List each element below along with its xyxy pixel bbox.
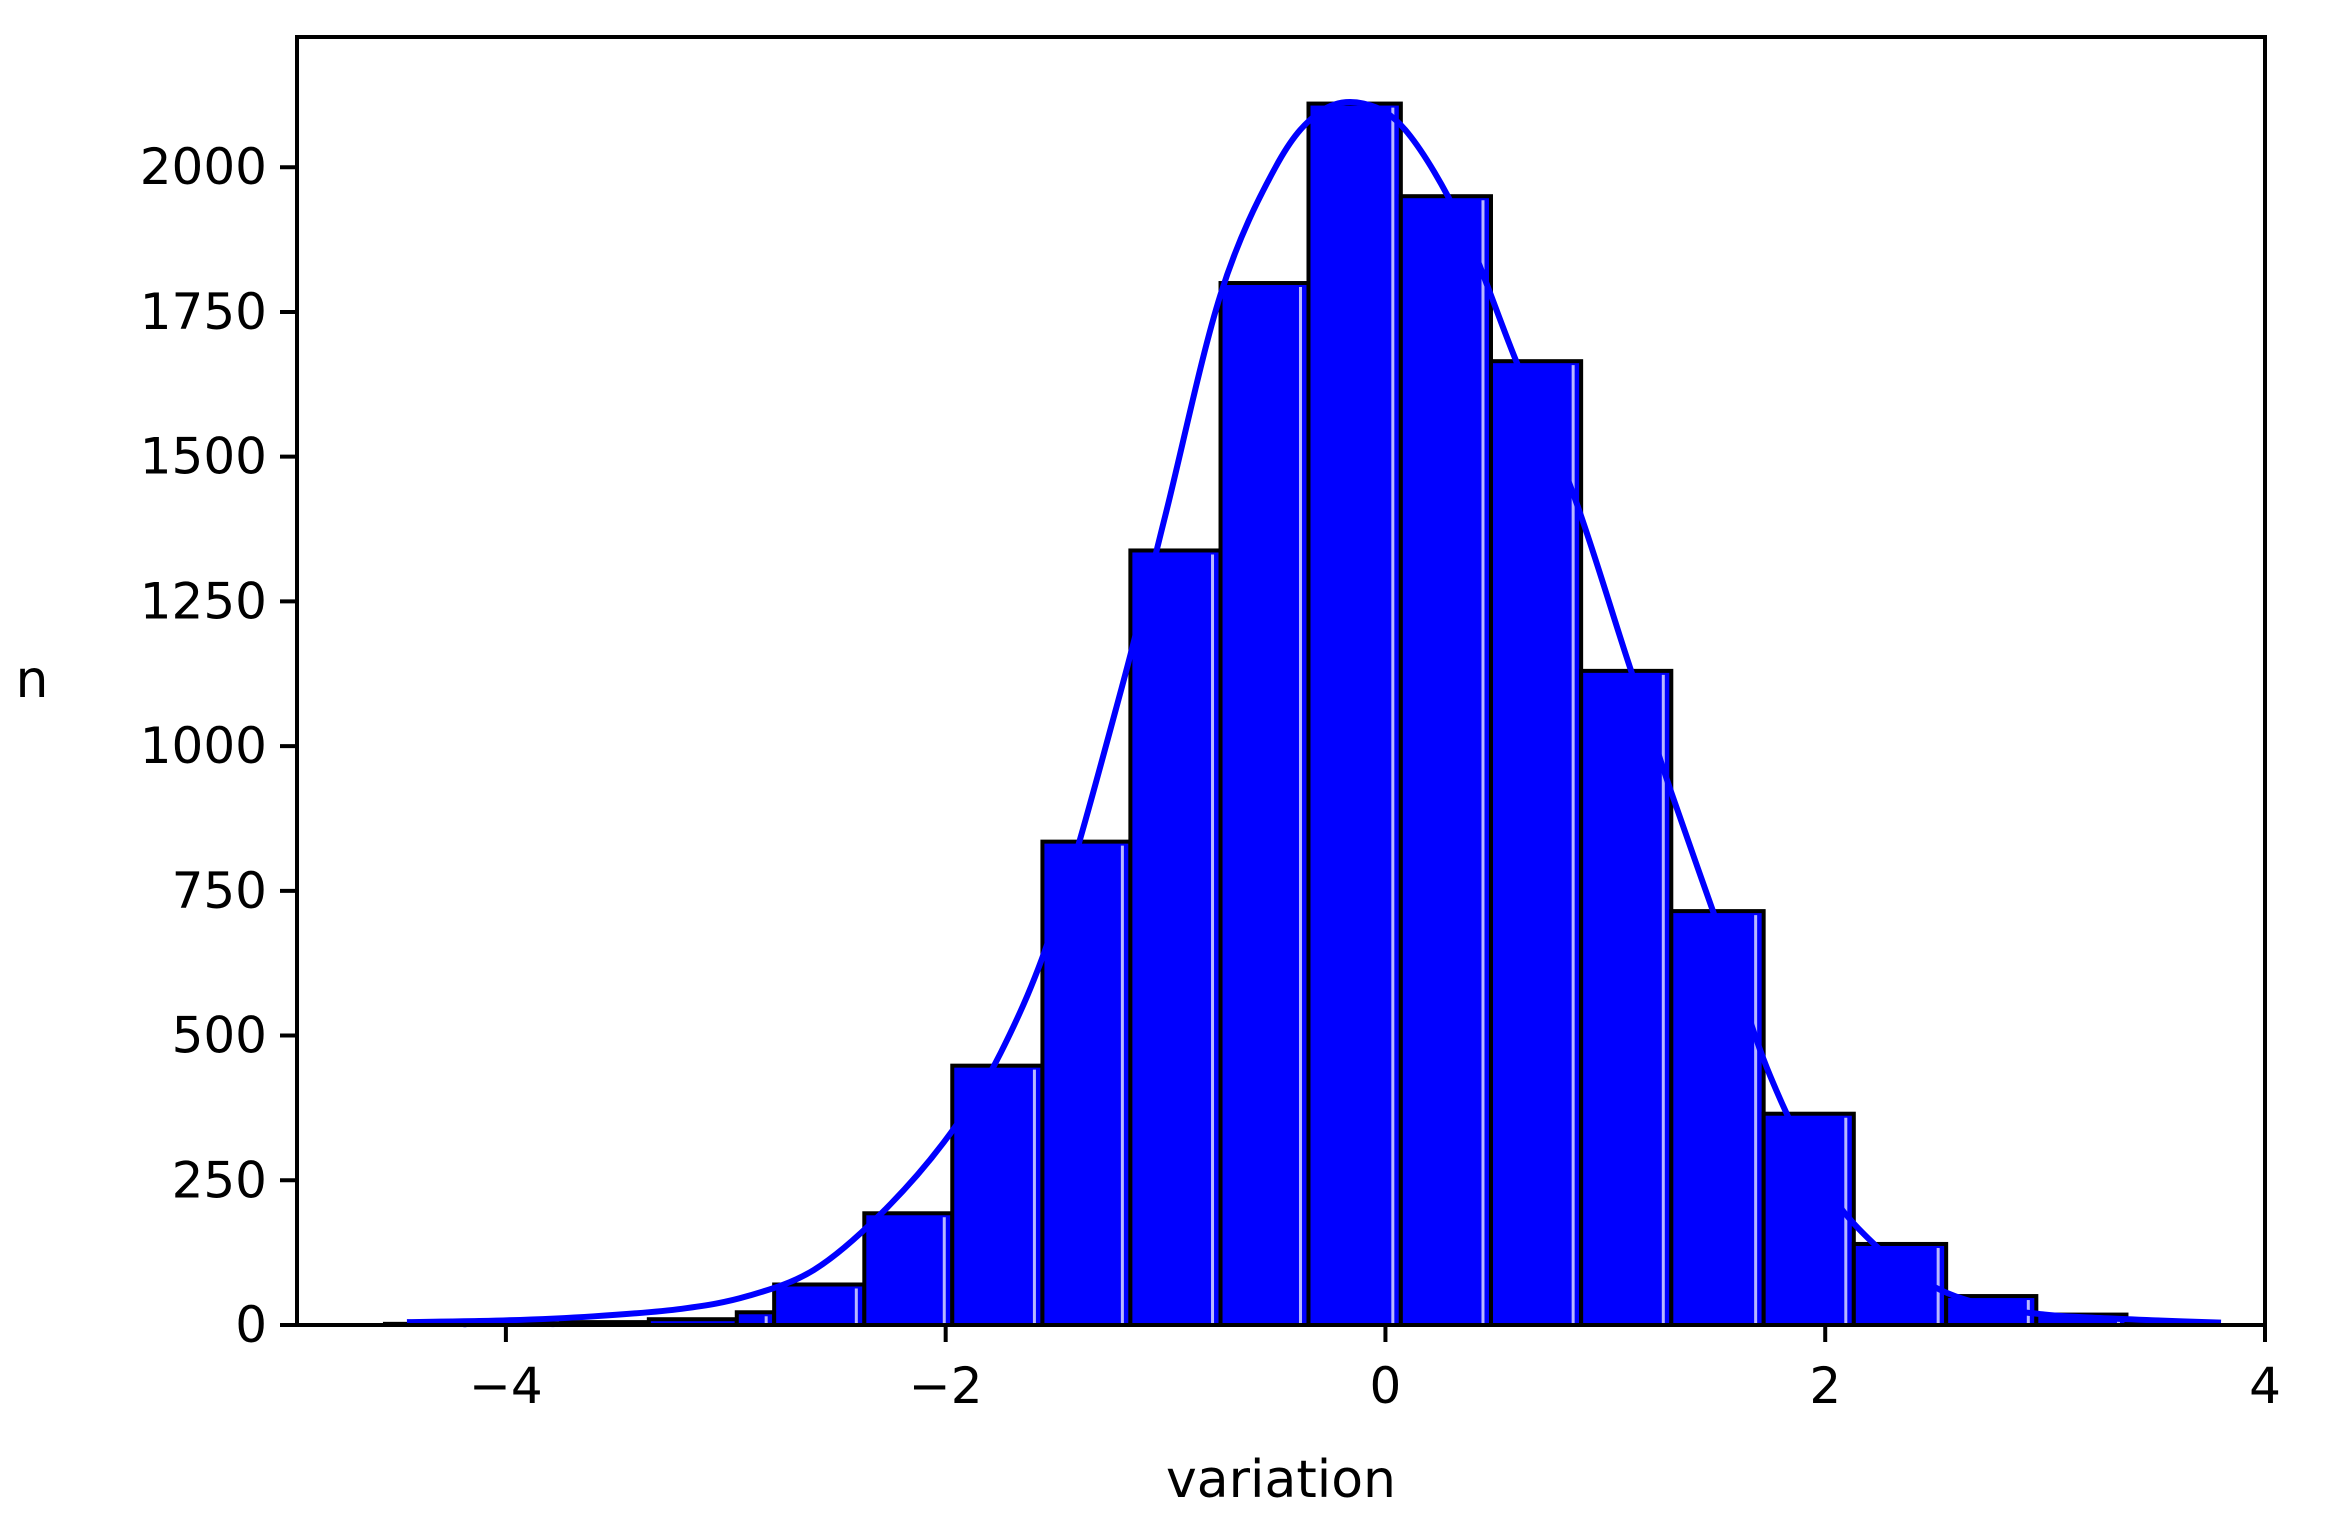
y-tick-label: 2000 — [140, 138, 267, 196]
x-axis-label: variation — [1166, 1450, 1396, 1510]
histogram-bar — [1579, 668, 1674, 1327]
x-tick-label: 2 — [1809, 1357, 1841, 1415]
plot-frame — [295, 35, 2267, 1327]
y-tick-label: 750 — [172, 862, 267, 920]
x-tick-label: −2 — [909, 1357, 983, 1415]
histogram-bar — [950, 1063, 1045, 1327]
histogram-bar — [772, 1282, 867, 1327]
kde-curve — [406, 99, 2222, 1326]
y-axis-label: n — [16, 650, 49, 710]
y-tick-label: 250 — [172, 1151, 267, 1209]
x-tick-label: −4 — [469, 1357, 543, 1415]
histogram-bar — [1398, 194, 1493, 1327]
kde-layer — [406, 99, 2222, 1326]
histogram-bar — [1488, 359, 1584, 1327]
histogram-bar — [1761, 1111, 1856, 1327]
y-tick-label: 1500 — [140, 428, 267, 486]
histogram-bar — [862, 1211, 955, 1327]
x-tick-label: 0 — [1370, 1357, 1402, 1415]
y-tick-label: 0 — [235, 1296, 267, 1354]
y-tick-label: 1750 — [140, 283, 267, 341]
x-tick-label: 4 — [2249, 1357, 2281, 1415]
x-axis-ticks: −4 −2 0 2 4 — [469, 1325, 2281, 1415]
histogram-bar — [1306, 101, 1403, 1327]
histogram-bar — [1218, 281, 1311, 1327]
y-axis-ticks: 0 250 500 750 1000 1250 1500 1750 2000 — [140, 138, 297, 1354]
y-tick-label: 1250 — [140, 572, 267, 630]
y-tick-label: 500 — [172, 1007, 267, 1065]
bars-layer — [382, 101, 2221, 1328]
histogram-bar — [1669, 909, 1766, 1328]
histogram-bar — [1128, 548, 1223, 1327]
y-tick-label: 1000 — [140, 717, 267, 775]
